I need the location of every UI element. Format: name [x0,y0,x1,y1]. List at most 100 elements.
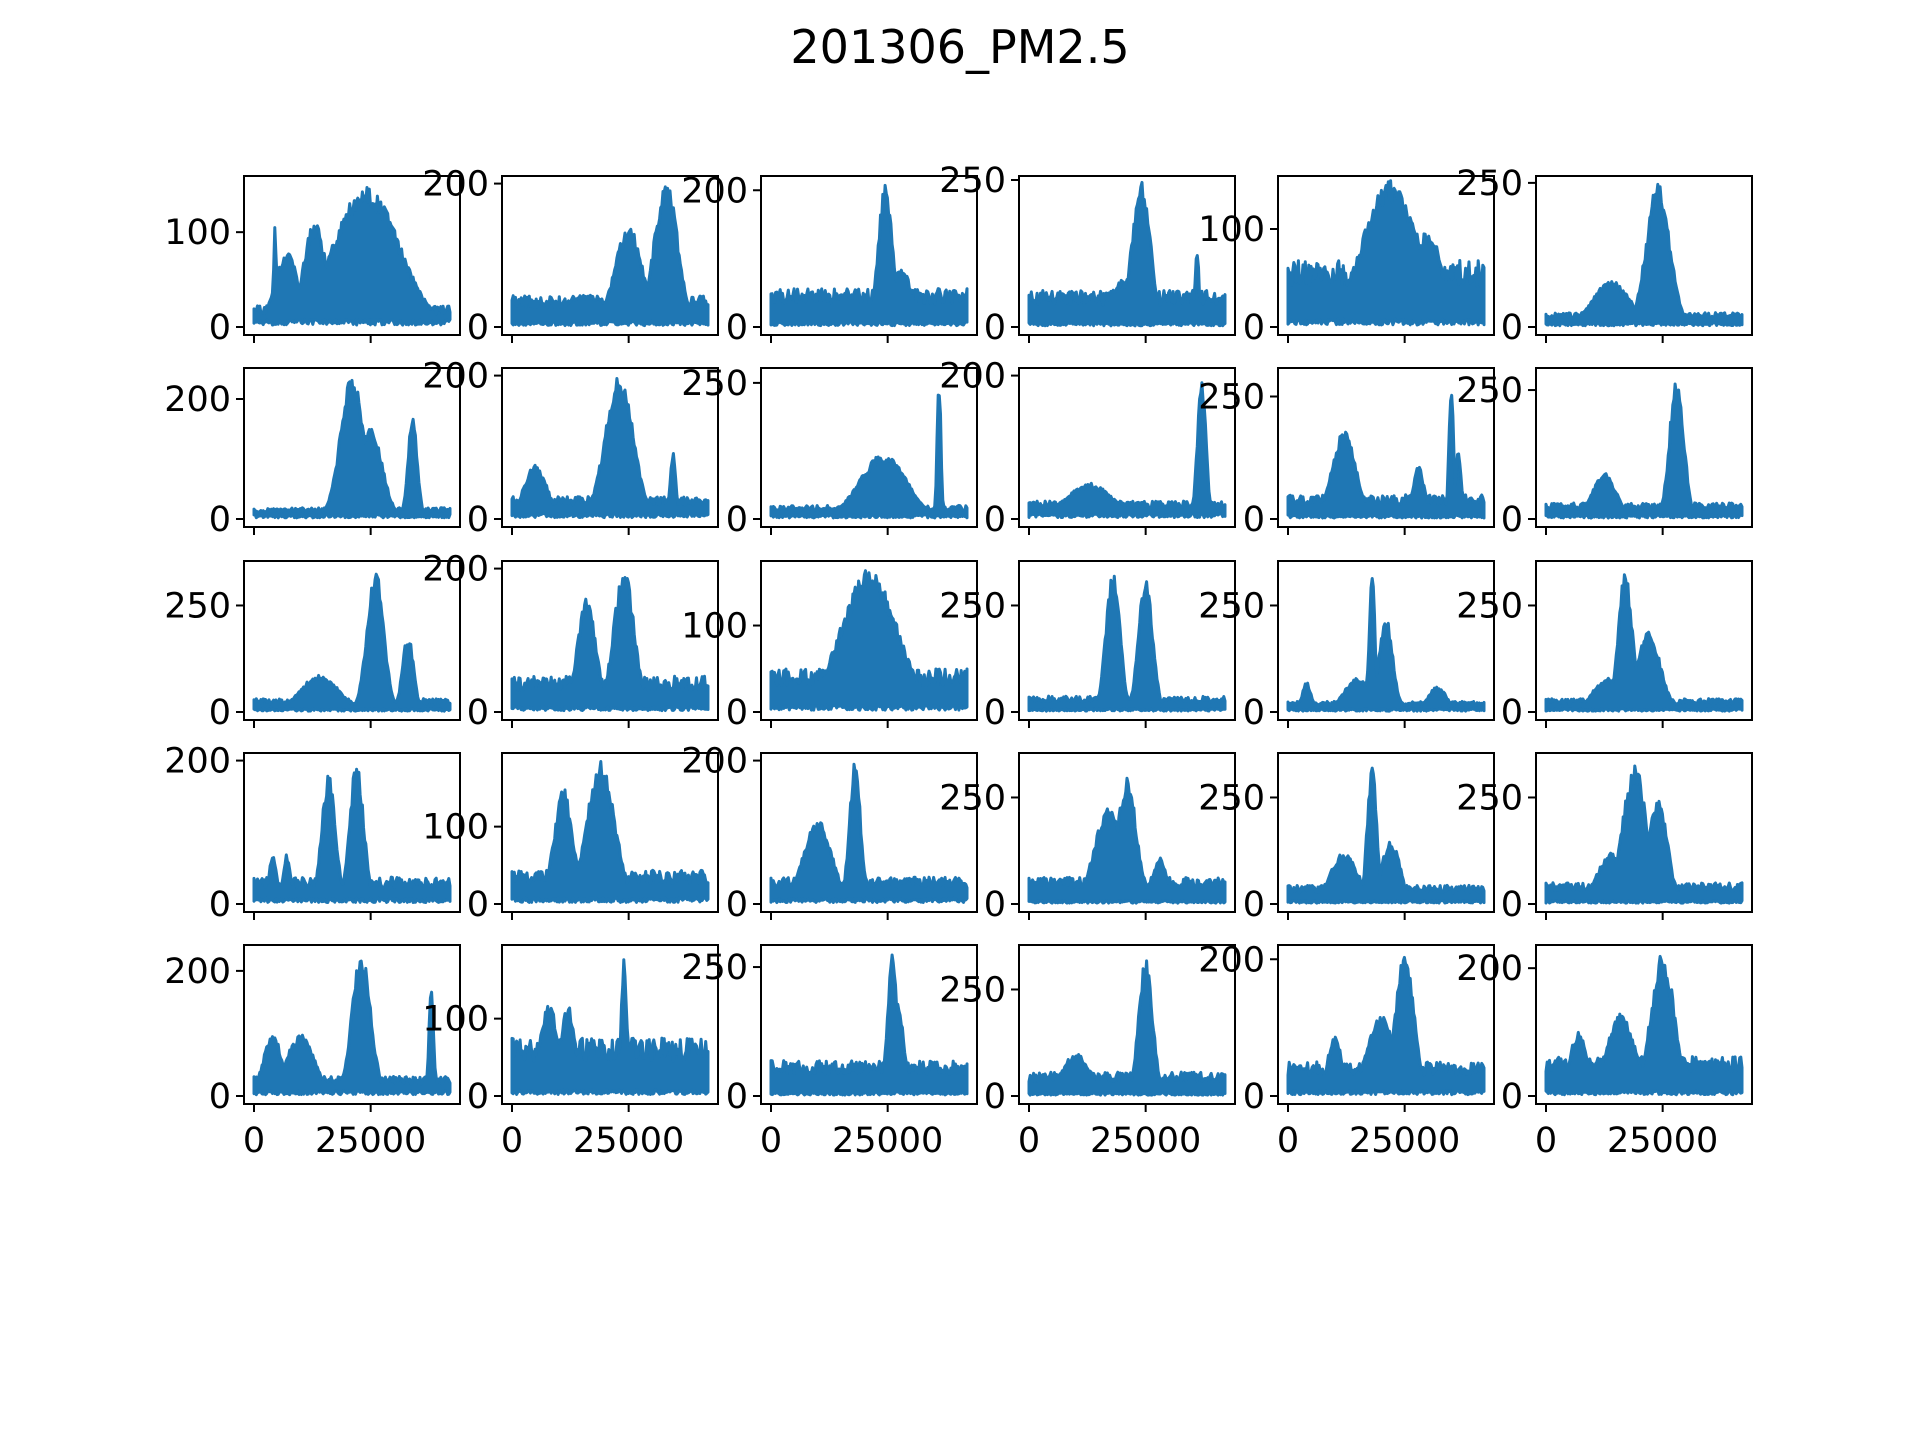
axes-frame-30 [1535,944,1753,1105]
y-tick-label: 0 [1243,308,1265,348]
x-tick-label: 25000 [573,1121,684,1161]
subplot-22: 0 250 [939,752,1236,925]
axes-frame-7 [243,367,461,528]
series-line-2 [510,185,710,328]
y-tick-label: 0 [984,1077,1006,1117]
axes-frame-10 [1018,367,1236,528]
subplot-12: 0 250 [1456,367,1753,540]
y-tick-label: 250 [1198,778,1265,818]
y-tick-label: 0 [467,500,489,540]
axes-frame-21 [760,752,978,913]
y-tick-label: 0 [984,885,1006,925]
y-tick-label: 250 [1456,164,1523,204]
axes-frame-13 [243,560,461,721]
series-line-13 [252,572,452,713]
x-tick-label: 0 [760,1121,782,1161]
y-tick-label: 200 [681,171,748,211]
series-line-1 [252,186,452,327]
y-tick-label: 200 [164,742,231,782]
y-tick-label: 250 [939,778,1006,818]
subplot-21: 0 200 [681,742,978,925]
x-tick-label: 0 [243,1121,265,1161]
series-line-26 [510,958,710,1096]
y-tick-label: 0 [1501,693,1523,733]
subplot-grid: 0 100 0 200 0 200 0 250 0 100 0 250 0 200 0 200 0 250 0 200… [164,161,1753,1161]
y-tick-label: 0 [984,693,1006,733]
y-tick-label: 0 [467,1077,489,1117]
series-line-25 [252,959,452,1097]
y-tick-label: 0 [984,308,1006,348]
subplot-18: 0 250 [1456,560,1753,733]
y-tick-label: 200 [1456,949,1523,989]
x-tick-label: 0 [1018,1121,1040,1161]
axes-frame-28 [1018,944,1236,1105]
series-line-16 [1027,574,1227,713]
y-tick-label: 0 [1501,308,1523,348]
y-tick-label: 100 [1198,210,1265,250]
series-line-4 [1027,180,1227,328]
y-tick-label: 0 [209,308,231,348]
x-tick-label: 25000 [1607,1121,1718,1161]
subplot-9: 0 250 [681,364,978,540]
series-line-14 [510,576,710,713]
y-tick-label: 0 [726,693,748,733]
x-tick-label: 25000 [1349,1121,1460,1161]
series-line-12 [1544,382,1744,520]
series-line-29 [1286,955,1486,1097]
y-tick-label: 0 [467,885,489,925]
y-tick-label: 0 [209,1077,231,1117]
subplot-16: 0 250 [939,560,1236,733]
axes-frame-25 [243,944,461,1105]
series-line-10 [1027,381,1227,519]
series-line-27 [769,953,969,1097]
series-line-28 [1027,959,1227,1097]
axes-frame-17 [1277,560,1495,721]
axes-frame-26 [501,944,719,1105]
axes-frame-8 [501,367,719,528]
y-tick-label: 0 [726,885,748,925]
series-line-9 [769,393,969,520]
y-tick-label: 250 [1456,778,1523,818]
axes-frame-12 [1535,367,1753,528]
y-tick-label: 250 [939,970,1006,1010]
subplot-28: 0 250 0 25000 [939,944,1236,1161]
axes-frame-2 [501,175,719,336]
y-tick-label: 0 [1243,1077,1265,1117]
subplot-20: 0 100 [422,752,719,925]
subplot-23: 0 250 [1198,752,1495,925]
subplot-15: 0 100 [681,560,978,733]
subplot-27: 0 250 0 25000 [681,944,978,1161]
series-line-23 [1286,766,1486,905]
y-tick-label: 100 [164,213,231,253]
y-tick-label: 0 [209,500,231,540]
y-tick-label: 0 [726,308,748,348]
subplot-5: 0 100 [1198,175,1495,348]
axes-frame-24 [1535,752,1753,913]
y-tick-label: 200 [1198,940,1265,980]
y-tick-label: 100 [422,808,489,848]
series-line-22 [1027,776,1227,905]
series-line-3 [769,183,969,328]
y-tick-label: 200 [422,357,489,397]
axes-frame-23 [1277,752,1495,913]
y-tick-label: 0 [726,1077,748,1117]
y-tick-label: 0 [984,500,1006,540]
subplot-4: 0 250 [939,161,1236,348]
subplot-8: 0 200 [422,357,719,540]
series-line-17 [1286,577,1486,713]
x-tick-label: 0 [1277,1121,1299,1161]
y-tick-label: 0 [1243,693,1265,733]
axes-frame-4 [1018,175,1236,336]
chart-title: 201306_PM2.5 [790,20,1129,74]
axes-frame-9 [760,367,978,528]
axes-frame-22 [1018,752,1236,913]
axes-frame-14 [501,560,719,721]
y-tick-label: 0 [209,885,231,925]
series-line-30 [1544,954,1744,1097]
y-tick-label: 0 [1501,500,1523,540]
subplot-17: 0 250 [1198,560,1495,733]
y-tick-label: 250 [939,161,1006,201]
axes-frame-29 [1277,944,1495,1105]
